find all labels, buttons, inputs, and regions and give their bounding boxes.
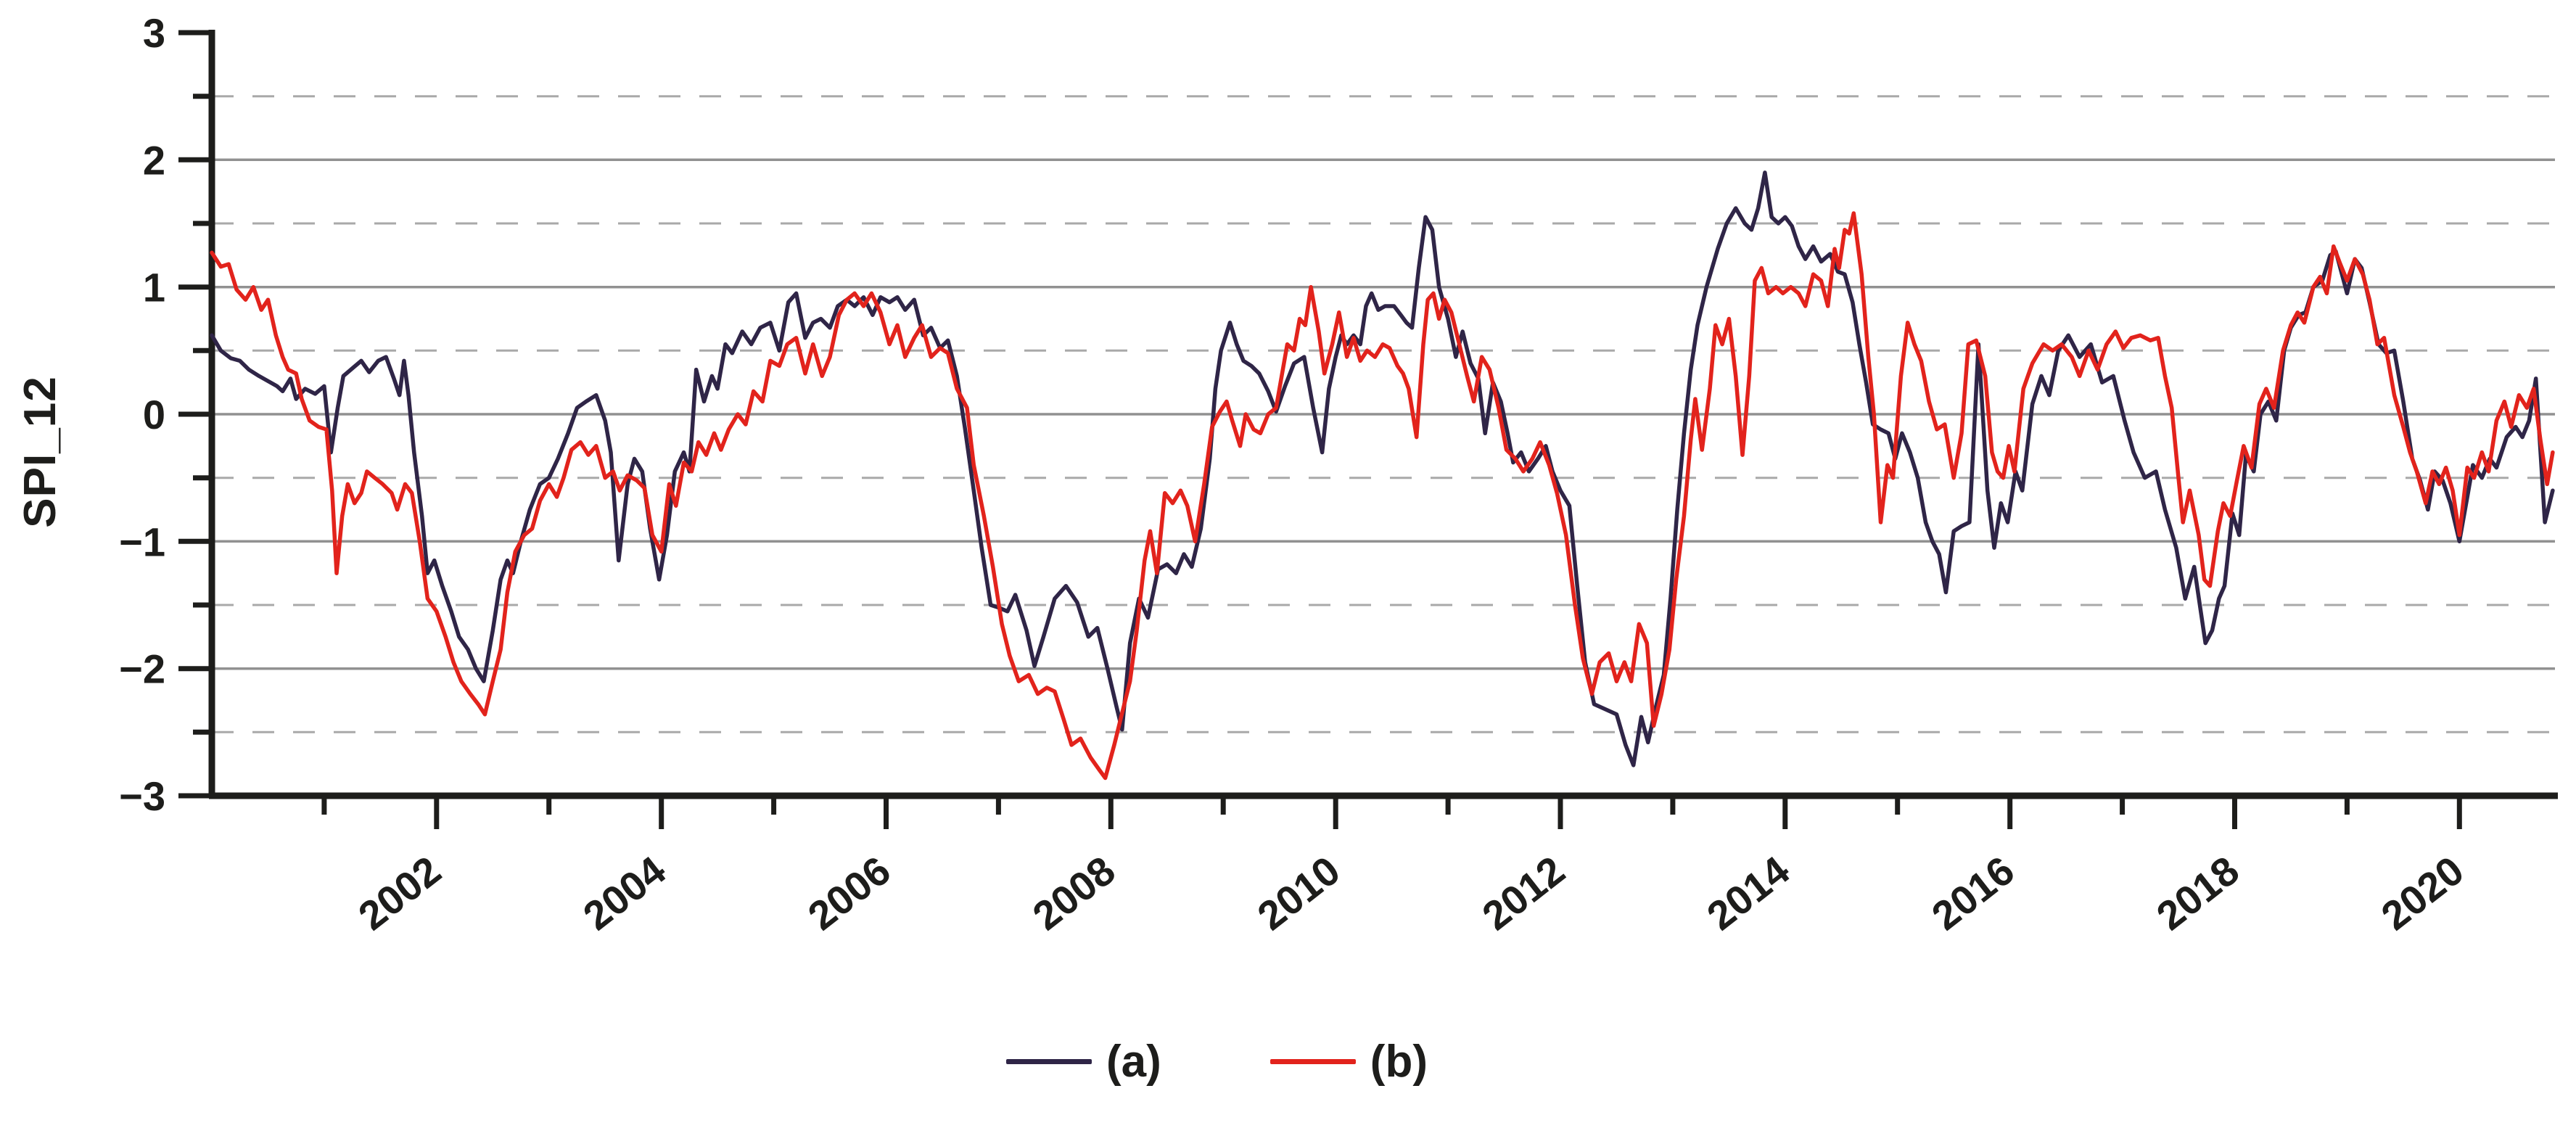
x-tick-label: 2002 — [350, 847, 449, 939]
y-tick-label: 3 — [143, 10, 165, 56]
legend-item-a: (a) — [1006, 1036, 1161, 1087]
x-tick-label: 2006 — [799, 847, 899, 939]
x-tick-label: 2010 — [1249, 847, 1349, 939]
x-tick-label: 2018 — [2148, 847, 2247, 939]
y-tick-label: −2 — [119, 646, 165, 692]
legend-label-b: (b) — [1370, 1037, 1428, 1087]
legend-line-b-swatch — [1270, 1059, 1356, 1064]
legend-item-b: (b) — [1270, 1036, 1428, 1087]
legend-label-a: (a) — [1106, 1037, 1161, 1087]
y-tick-label: 2 — [143, 137, 165, 183]
x-tick-label: 2012 — [1473, 847, 1573, 939]
y-tick-label: −1 — [119, 519, 165, 564]
y-tick-label: −3 — [119, 773, 165, 819]
x-tick-label: 2020 — [2373, 847, 2472, 939]
x-tick-label: 2004 — [575, 847, 674, 939]
y-axis-title: SPI_12 — [15, 376, 65, 528]
x-tick-label: 2016 — [1923, 847, 2022, 939]
x-tick-label: 2014 — [1698, 847, 1798, 939]
series-b-line — [210, 211, 2555, 781]
legend-line-a-swatch — [1006, 1059, 1092, 1064]
y-tick-label: 0 — [143, 392, 165, 437]
y-tick-label: 1 — [143, 265, 165, 310]
series-a-line — [210, 170, 2555, 767]
legend: (a) (b) — [0, 1036, 2505, 1087]
x-tick-label: 2008 — [1024, 847, 1124, 939]
